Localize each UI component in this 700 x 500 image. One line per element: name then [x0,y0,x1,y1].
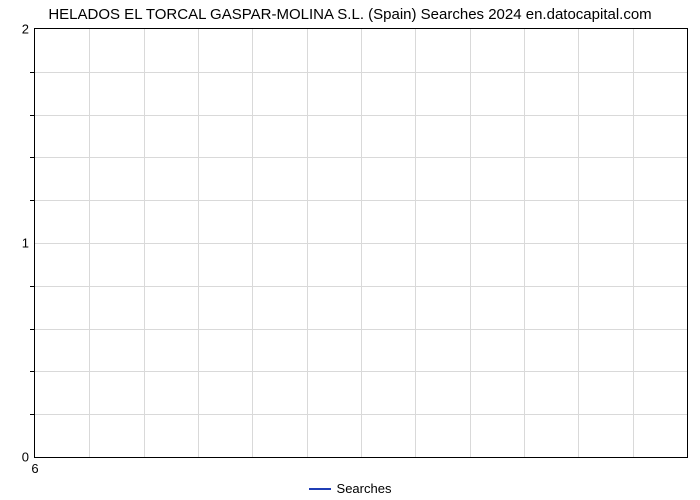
chart-title: HELADOS EL TORCAL GASPAR-MOLINA S.L. (Sp… [0,6,700,23]
legend-label: Searches [337,481,392,496]
legend: Searches [0,481,700,496]
y-axis-tick-label: 1 [22,236,35,251]
grid-line-horizontal [35,329,687,330]
legend-swatch [309,488,331,490]
grid-line-horizontal [35,72,687,73]
y-axis-minor-tick [30,329,35,330]
chart-container: HELADOS EL TORCAL GASPAR-MOLINA S.L. (Sp… [0,0,700,500]
plot-area: 0126 [34,28,688,458]
grid-line-horizontal [35,157,687,158]
grid-line-horizontal [35,414,687,415]
x-axis-tick-label: 6 [31,457,38,476]
y-axis-minor-tick [30,200,35,201]
y-axis-minor-tick [30,371,35,372]
grid-line-horizontal [35,200,687,201]
y-axis-minor-tick [30,72,35,73]
y-axis-minor-tick [30,157,35,158]
grid-line-horizontal [35,243,687,244]
y-axis-minor-tick [30,414,35,415]
grid-line-horizontal [35,115,687,116]
y-axis-tick-label: 2 [22,22,35,37]
y-axis-minor-tick [30,286,35,287]
y-axis-minor-tick [30,115,35,116]
grid-line-horizontal [35,371,687,372]
grid-line-horizontal [35,286,687,287]
